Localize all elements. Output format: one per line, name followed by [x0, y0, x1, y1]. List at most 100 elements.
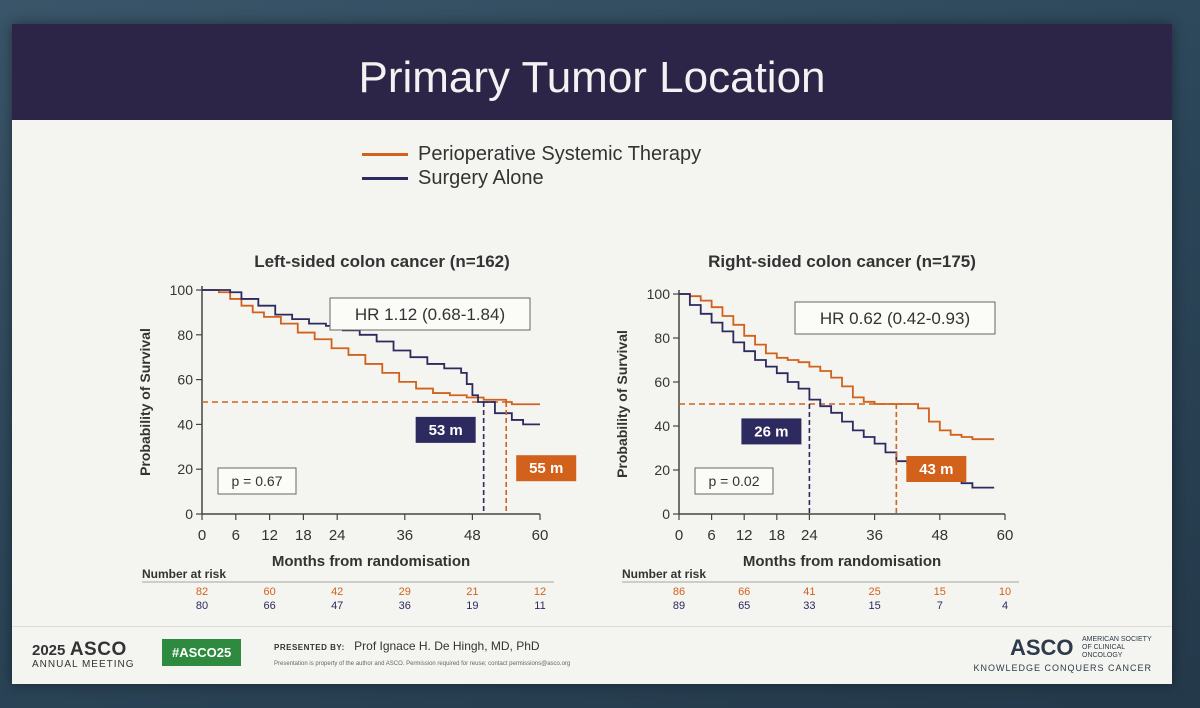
asco-logo: ASCO AMERICAN SOCIETY OF CLINICAL ONCOLO… — [973, 635, 1152, 673]
chart1-risk-value: 21 — [466, 586, 478, 598]
chart2-risk-value: 33 — [803, 600, 815, 612]
chart2-x-tick-label: 36 — [866, 527, 883, 544]
chart2-risk-value: 15 — [868, 600, 880, 612]
chart1-hr-box — [329, 297, 531, 331]
chart2-hr-box — [794, 301, 996, 335]
chart1-p-value-box — [217, 467, 297, 495]
chart1-series-surgery-line — [202, 289, 540, 426]
meeting-name: ASCO — [69, 639, 127, 660]
chart1-median-label-box — [415, 416, 476, 443]
chart2-y-tick-label: 40 — [654, 418, 670, 434]
legend-item-surgery: Surgery Alone — [362, 166, 701, 190]
km-charts: Left-sided colon cancer (n=162)020406080… — [137, 252, 1019, 612]
chart2-median-label-box — [741, 418, 802, 445]
logo-tagline: KNOWLEDGE CONQUERS CANCER — [973, 663, 1152, 673]
chart1-risk-value: 66 — [263, 600, 275, 612]
chart2-x-tick-label: 60 — [997, 527, 1014, 544]
chart2-p-value: p = 0.02 — [709, 473, 760, 489]
chart2-risk-value: 25 — [868, 586, 880, 598]
meeting-logo: 2025 ASCO ANNUAL MEETING — [32, 639, 135, 670]
chart-legend: Perioperative Systemic Therapy Surgery A… — [362, 142, 701, 190]
chart2-y-label: Probability of Survival — [614, 330, 630, 478]
chart2-median-label-box — [906, 456, 967, 482]
chart2-x-tick-label: 18 — [768, 527, 785, 544]
chart1-median-label-box — [516, 455, 577, 482]
chart1-y-tick-label: 40 — [177, 416, 193, 432]
chart1-risk-value: 60 — [263, 586, 275, 598]
chart2-y-tick-label: 20 — [654, 462, 670, 478]
chart1-x-tick-label: 36 — [396, 527, 413, 544]
chart1-x-tick-label: 12 — [261, 527, 278, 544]
chart1-risk-value: 19 — [466, 600, 478, 612]
presented-by: PRESENTED BY: Prof Ignace H. De Hingh, M… — [274, 639, 540, 653]
chart1-y-tick-label: 60 — [177, 372, 193, 388]
presenter-name: Prof Ignace H. De Hingh, MD, PhD — [354, 639, 540, 653]
chart2-y-tick-label: 100 — [647, 286, 671, 302]
chart2-x-tick-label: 48 — [931, 527, 948, 544]
chart1-p-value: p = 0.67 — [232, 473, 283, 489]
chart1-hr-text: HR 1.12 (0.68-1.84) — [355, 305, 505, 324]
chart2-x-tick-label: 6 — [707, 527, 715, 544]
chart1-series-perioperative-line — [202, 289, 540, 406]
legend-label: Surgery Alone — [418, 166, 544, 189]
chart2-risk-value: 41 — [803, 586, 815, 598]
chart1-risk-value: 36 — [399, 600, 411, 612]
chart1-y-tick-label: 80 — [177, 327, 193, 343]
chart1-risk-value: 42 — [331, 586, 343, 598]
chart2-risk-value: 65 — [738, 600, 750, 612]
slide-footer: 2025 ASCO ANNUAL MEETING #ASCO25 PRESENT… — [12, 626, 1172, 684]
chart2-risk-value: 4 — [1002, 600, 1008, 612]
chart1-median-label: 53 m — [429, 422, 463, 439]
chart2-risk-value: 7 — [937, 600, 943, 612]
chart1-y-label: Probability of Survival — [137, 328, 153, 476]
legend-swatch-navy — [362, 176, 408, 180]
chart1-x-tick-label: 0 — [198, 527, 206, 544]
legend-label: Perioperative Systemic Therapy — [418, 142, 702, 165]
chart2-x-tick-label: 0 — [675, 527, 683, 544]
chart2-risk-header: Number at risk — [622, 567, 706, 581]
chart2-y-tick-label: 80 — [654, 330, 670, 346]
chart2-title: Right-sided colon cancer (n=175) — [708, 252, 976, 271]
chart1-y-tick-label: 0 — [185, 506, 193, 522]
legend-swatch-orange — [362, 152, 408, 156]
chart2-risk-value: 89 — [673, 600, 685, 612]
chart2-y-tick-label: 0 — [662, 506, 670, 522]
presented-label: PRESENTED BY: — [274, 643, 345, 652]
logo-word: ASCO — [1009, 635, 1074, 660]
chart1-title: Left-sided colon cancer (n=162) — [254, 252, 510, 271]
chart2-median-label: 43 m — [919, 461, 953, 478]
chart2-p-value-box — [694, 467, 774, 495]
hashtag-badge: #ASCO25 — [162, 639, 242, 666]
disclaimer: Presentation is property of the author a… — [274, 661, 571, 667]
logo-society: AMERICAN SOCIETY OF CLINICAL ONCOLOGY — [1082, 636, 1152, 659]
chart1-y-tick-label: 100 — [170, 282, 194, 298]
slide: Primary Tumor Location Perioperative Sys… — [12, 24, 1172, 684]
chart1-risk-value: 80 — [196, 600, 208, 612]
chart1-y-tick-label: 20 — [177, 461, 193, 477]
chart2-risk-value: 10 — [999, 586, 1011, 598]
chart1-x-tick-label: 6 — [232, 527, 240, 544]
chart2-risk-value: 86 — [673, 586, 685, 598]
meeting-sub: ANNUAL MEETING — [32, 659, 135, 670]
meeting-year: 2025 — [32, 642, 66, 659]
chart2-risk-value: 15 — [934, 586, 946, 598]
chart1-median-label: 55 m — [529, 460, 563, 477]
chart1-risk-value: 12 — [534, 586, 546, 598]
chart2-hr-text: HR 0.62 (0.42-0.93) — [820, 309, 970, 328]
chart1-x-tick-label: 60 — [532, 527, 549, 544]
chart1-risk-value: 82 — [196, 586, 208, 598]
chart1-risk-value: 47 — [331, 600, 343, 612]
chart1-x-tick-label: 24 — [329, 527, 346, 544]
chart1-risk-value: 11 — [534, 600, 545, 612]
chart2-y-tick-label: 60 — [654, 374, 670, 390]
legend-item-perioperative: Perioperative Systemic Therapy — [362, 142, 701, 166]
chart1-x-tick-label: 48 — [464, 527, 481, 544]
chart1-risk-value: 29 — [399, 586, 411, 598]
slide-title: Primary Tumor Location — [12, 24, 1172, 120]
chart1-risk-header: Number at risk — [142, 567, 226, 581]
chart2-series-perioperative-line — [679, 293, 995, 441]
chart1-x-label: Months from randomisation — [272, 553, 470, 570]
chart1-x-tick-label: 18 — [295, 527, 312, 544]
chart2-median-label: 26 m — [754, 423, 788, 440]
chart2-x-tick-label: 24 — [801, 527, 818, 544]
